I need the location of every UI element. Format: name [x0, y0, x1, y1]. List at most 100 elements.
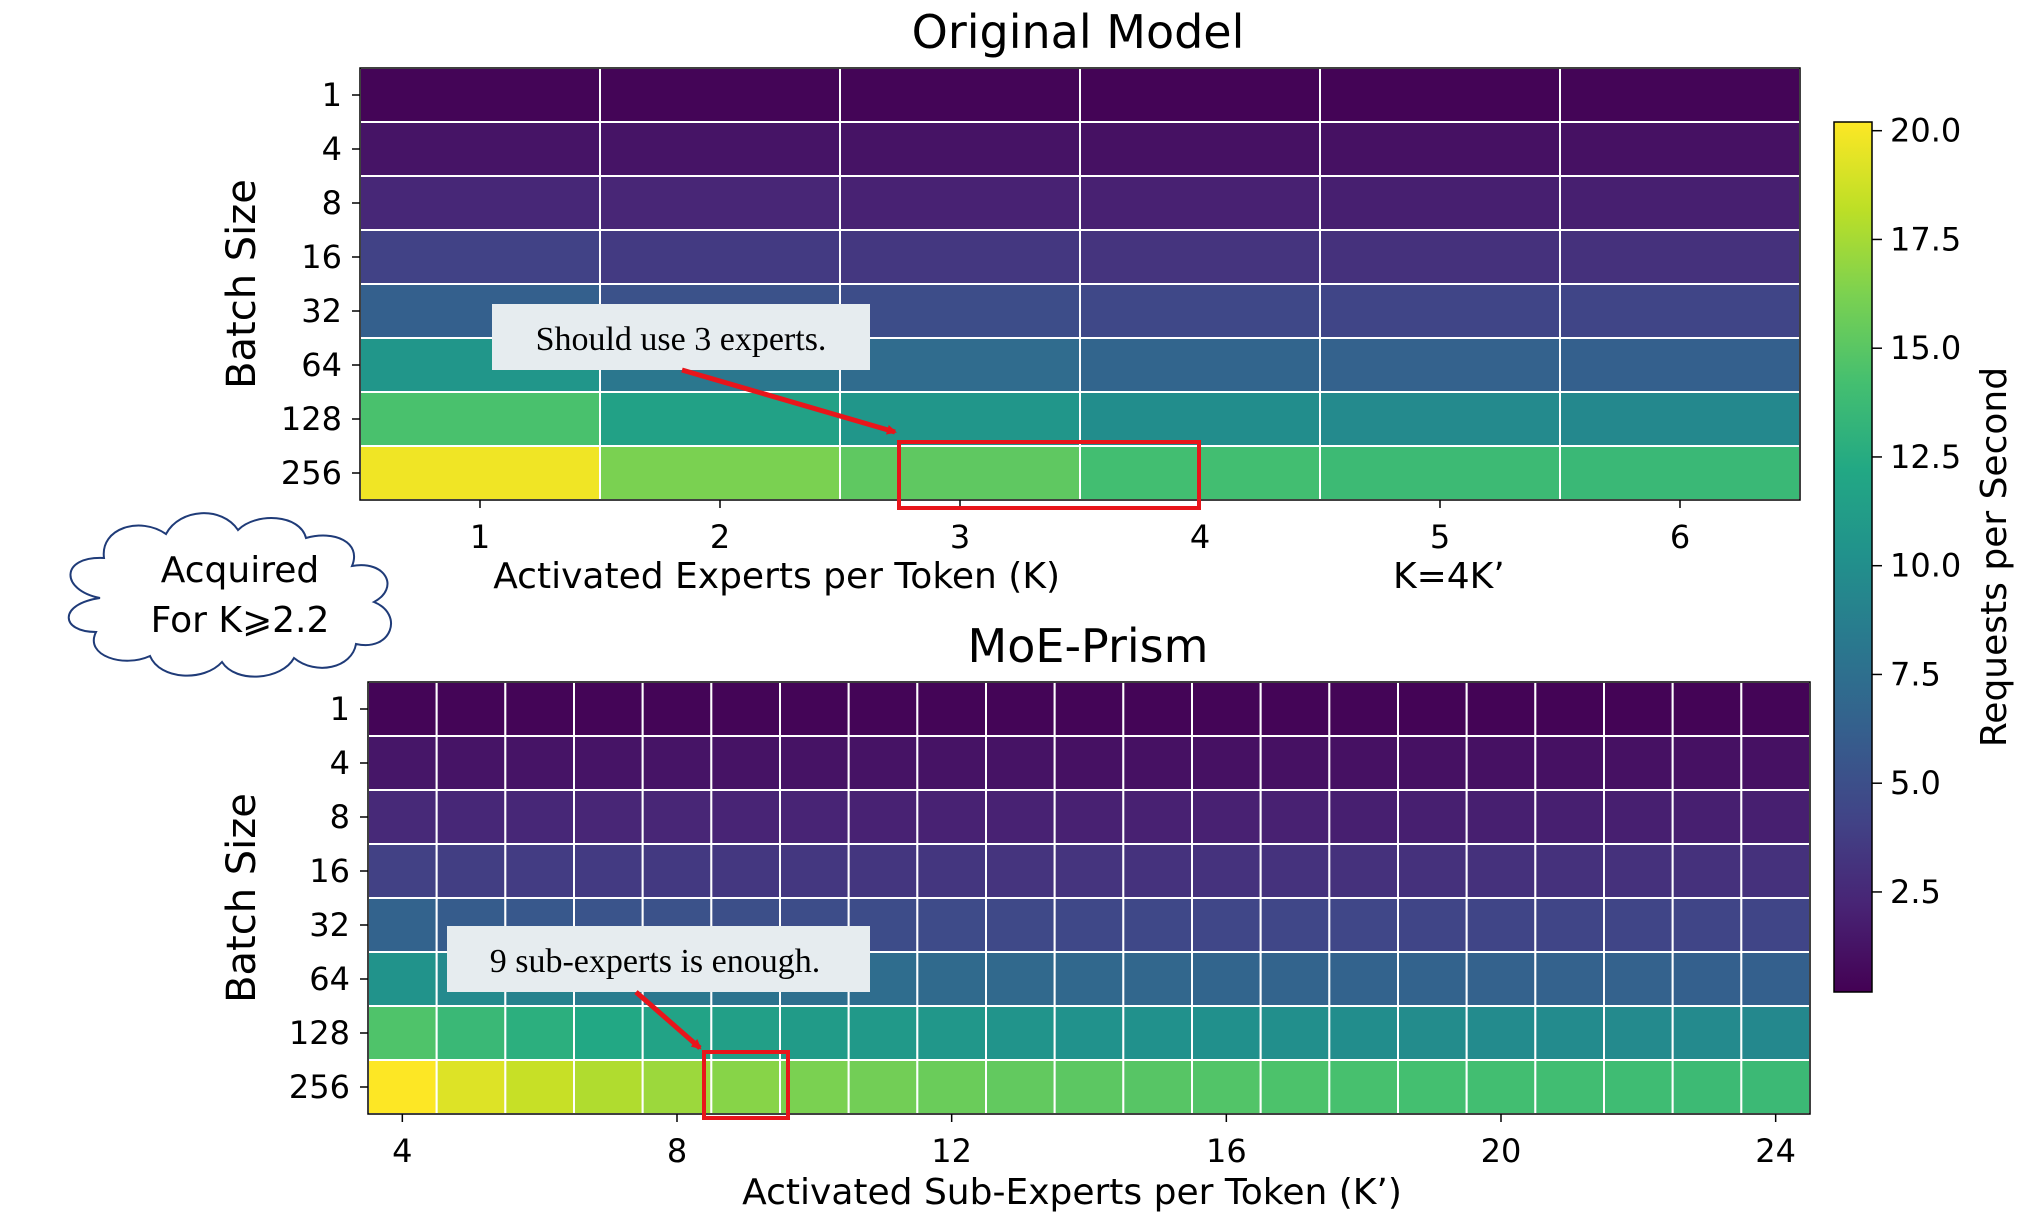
- heatmap-cell-moe-prism: [1671, 1059, 1743, 1115]
- heatmap-cell-original: [1079, 121, 1321, 177]
- heatmap-cell-original: [839, 391, 1081, 447]
- x-tick-labels-original: 1 2 3 4 5 6: [470, 500, 1690, 556]
- heatmap-cell-moe-prism: [916, 789, 988, 845]
- heatmap-cell-moe-prism: [1328, 897, 1399, 953]
- colorbar-tick-label: 17.5: [1890, 220, 1961, 258]
- colorbar-frame: [1833, 121, 1873, 993]
- heatmap-cell-moe-prism: [573, 681, 644, 737]
- heatmap-cell-moe-prism: [710, 1059, 782, 1115]
- heatmap-cell-original: [599, 391, 841, 447]
- heatmap-cell-moe-prism: [1259, 681, 1331, 737]
- heatmap-cell-moe-prism: [1603, 1059, 1674, 1115]
- cells-moe-prism: [367, 681, 1811, 1115]
- heatmap-cell-moe-prism: [1603, 843, 1674, 899]
- heatmap-cell-moe-prism: [1465, 897, 1537, 953]
- heatmap-cell-original: [359, 67, 601, 123]
- heatmap-cell-moe-prism: [1053, 735, 1125, 791]
- heatmap-cell-moe-prism: [367, 1059, 438, 1115]
- heatmap-cell-moe-prism: [985, 951, 1056, 1007]
- heatmap-cell-moe-prism: [1740, 1059, 1811, 1115]
- heatmap-cell-original: [1319, 229, 1561, 285]
- heatmap-cell-moe-prism: [1053, 951, 1125, 1007]
- heatmap-cell-moe-prism: [916, 897, 988, 953]
- heatmap-cell-moe-prism: [1122, 843, 1193, 899]
- heatmap-cell-moe-prism: [1534, 735, 1605, 791]
- heatmap-cell-original: [1559, 175, 1801, 231]
- heatmap-cell-original: [599, 445, 841, 501]
- heatmap-cell-moe-prism: [1122, 951, 1193, 1007]
- x-axis-note-original: K=4K’: [1393, 556, 1505, 597]
- heatmap-cell-moe-prism: [1740, 735, 1811, 791]
- heatmap-cell-moe-prism: [847, 789, 919, 845]
- heatmap-cell-moe-prism: [435, 843, 507, 899]
- cloud-note: Acquired For K⩾2.2: [67, 512, 392, 678]
- heatmap-cell-moe-prism: [573, 843, 644, 899]
- heatmap-cell-original: [1319, 283, 1561, 339]
- heatmap-cell-moe-prism: [916, 735, 988, 791]
- heatmap-cell-moe-prism: [1534, 951, 1605, 1007]
- heatmap-cell-moe-prism: [1259, 789, 1331, 845]
- heatmap-cell-original: [1319, 67, 1561, 123]
- heatmap-cell-moe-prism: [641, 1059, 713, 1115]
- heatmap-cell-original: [1559, 229, 1801, 285]
- heatmap-cell-moe-prism: [1053, 789, 1125, 845]
- x-tick-label: 4: [392, 1132, 412, 1170]
- heatmap-cell-original: [1079, 337, 1321, 393]
- heatmap-cell-moe-prism: [367, 735, 438, 791]
- heatmap-cell-original: [1559, 121, 1801, 177]
- heatmap-cell-moe-prism: [1259, 735, 1331, 791]
- x-tick-label: 5: [1430, 518, 1450, 556]
- heatmap-cell-moe-prism: [1328, 1005, 1399, 1061]
- y-tick-label: 1: [330, 690, 350, 728]
- heatmap-cell-original: [359, 121, 601, 177]
- heatmap-cell-moe-prism: [916, 681, 988, 737]
- annotation-box-moe-prism: [447, 926, 870, 992]
- colorbar-tick-label: 10.0: [1890, 547, 1961, 585]
- heatmap-cell-original: [359, 445, 601, 501]
- heatmap-cell-moe-prism: [435, 681, 507, 737]
- axes-frame-original: [359, 67, 1801, 501]
- heatmap-cell-moe-prism: [1740, 1005, 1811, 1061]
- heatmap-cell-moe-prism: [1191, 1005, 1262, 1061]
- y-tick-label: 16: [301, 238, 342, 276]
- heatmap-cell-moe-prism: [779, 789, 850, 845]
- heatmap-cell-moe-prism: [367, 951, 438, 1007]
- heatmap-cell-moe-prism: [985, 843, 1056, 899]
- heatmap-cell-moe-prism: [1603, 789, 1674, 845]
- heatmap-cell-moe-prism: [1465, 735, 1537, 791]
- heatmap-cell-moe-prism: [1259, 897, 1331, 953]
- x-tick-label: 24: [1755, 1132, 1796, 1170]
- heatmap-cell-moe-prism: [1603, 1005, 1674, 1061]
- heatmap-cell-moe-prism: [1671, 681, 1743, 737]
- y-axis-label-moe-prism: Batch Size: [219, 793, 265, 1003]
- cells-original: [359, 67, 1801, 501]
- heatmap-cell-moe-prism: [1465, 951, 1537, 1007]
- heatmap-cell-original: [599, 229, 841, 285]
- heatmap-cell-original: [599, 121, 841, 177]
- y-tick-label: 64: [309, 960, 350, 998]
- y-tick-label: 4: [322, 130, 342, 168]
- heatmap-cell-moe-prism: [1328, 951, 1399, 1007]
- heatmap-cell-moe-prism: [1465, 789, 1537, 845]
- heatmap-cell-original: [839, 337, 1081, 393]
- heatmap-original: Original Model 1 4 8 16 32 64 128 256 1 2 3 4 5 6 Ba…: [219, 5, 1801, 597]
- heatmap-cell-original: [1559, 445, 1801, 501]
- x-tick-label: 4: [1190, 518, 1210, 556]
- heatmap-cell-moe-prism: [367, 1005, 438, 1061]
- heatmap-cell-moe-prism: [1534, 897, 1605, 953]
- heatmap-cell-moe-prism: [504, 735, 575, 791]
- heatmap-cell-moe-prism: [1740, 843, 1811, 899]
- heatmap-cell-moe-prism: [435, 789, 507, 845]
- heatmap-cell-original: [359, 391, 601, 447]
- colorbar-tick-label: 12.5: [1890, 438, 1961, 476]
- y-tick-label: 64: [301, 346, 342, 384]
- heatmap-cell-moe-prism: [1397, 735, 1468, 791]
- heatmap-cell-moe-prism: [435, 1005, 507, 1061]
- y-tick-label: 128: [289, 1014, 350, 1052]
- x-tick-label: 20: [1481, 1132, 1522, 1170]
- heatmap-cell-moe-prism: [985, 897, 1056, 953]
- heatmap-cell-moe-prism: [1191, 681, 1262, 737]
- heatmap-cell-moe-prism: [1397, 789, 1468, 845]
- heatmap-cell-moe-prism: [1122, 897, 1193, 953]
- heatmap-cell-moe-prism: [1328, 735, 1399, 791]
